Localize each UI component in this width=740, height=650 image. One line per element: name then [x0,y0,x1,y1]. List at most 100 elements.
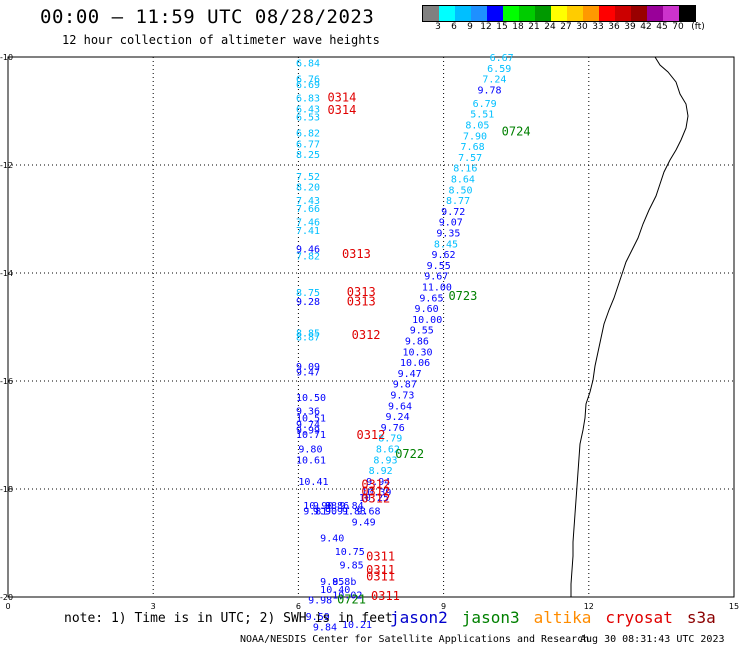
pass-label: 0724 [502,125,531,139]
legend-swatch [647,6,663,21]
x-tick-label: 9 [441,602,446,611]
wave-height-value: 8.85 [296,328,320,339]
wave-height-value: 9.8b [332,577,356,588]
legend-tick-label: 27 [560,22,572,32]
wave-height-value: 8.93 [373,455,397,466]
satellite-name-s3a: s3a [686,608,716,627]
color-legend [422,5,696,22]
wave-height-value: 7.57 [458,153,482,164]
legend-swatch [439,6,455,21]
wave-height-value: 10.51 [296,414,326,425]
wave-height-value: 9.88 [313,501,337,512]
wave-height-value: 10.00 [412,315,442,326]
wave-height-value: 9.73 [390,391,414,402]
pass-label: 0723 [448,289,477,303]
wave-height-value: 8.16 [453,164,477,175]
y-tick-label: -12 [0,161,13,170]
wave-height-value: 6.83 [296,94,320,105]
legend-tick-label: 36 [608,22,620,32]
wave-height-value: 9.36 [296,407,320,418]
wave-height-value: 9.59 [306,612,330,623]
wave-height-value: 8.87 [296,333,320,344]
wave-height-value: 9.62 [432,250,456,261]
wave-height-value: 6.76 [296,75,320,86]
wave-height-value: 9.94 [366,477,390,488]
legend-tick-label: 6 [451,22,457,32]
wave-height-value: 9.81 [303,507,327,518]
y-tick-label: -20 [0,593,13,602]
legend-swatch [599,6,615,21]
wave-height-value: 6.84 [296,58,320,69]
legend-tick-label: 9 [467,22,473,32]
legend-tick-label: 33 [592,22,604,32]
wave-height-value: 9.87 [393,380,417,391]
wave-height-value: 9.35 [436,229,460,240]
x-tick-label: 0 [5,602,10,611]
wave-height-value: 9.90 [313,507,337,518]
wave-height-value: 9.55 [427,261,451,272]
wave-height-value: 10.25 [359,493,389,504]
wave-height-value: 9.72 [441,207,465,218]
legend-unit-label: (ft) [691,22,705,32]
wave-height-value: 9.60 [415,304,439,315]
wave-height-value: 7.66 [296,204,320,215]
wave-height-value: 10.61 [296,455,326,466]
pass-label: 0312 [352,328,381,342]
wave-height-value: 10.90 [303,501,333,512]
wave-height-value: 9.85 [320,577,344,588]
credit-line: NOAA/NESDIS Center for Satellite Applica… [240,634,590,645]
wave-height-value: 10.50 [296,393,326,404]
wave-height-value: 8.05 [465,121,489,132]
wave-height-value: 9.55 [410,326,434,337]
legend-swatch [423,6,439,21]
wave-height-value: 7.41 [296,226,320,237]
wave-height-value: 9.85 [340,561,364,572]
wave-height-value: 10.75 [335,547,365,558]
wave-height-value: 9.74 [296,420,320,431]
wave-height-value: 7.52 [296,172,320,183]
wave-height-value: 7.43 [296,196,320,207]
legend-tick-label: 12 [480,22,492,32]
wave-height-value: 6.43 [296,104,320,115]
wave-height-value: 10.21 [342,620,372,631]
pass-label: 0313 [342,247,371,261]
legend-swatch [663,6,679,21]
pass-label: 0311 [366,563,395,577]
wave-height-value: 10.30 [402,347,432,358]
pass-label: 0311 [366,569,395,583]
wave-height-value: 8.64 [451,175,475,186]
legend-swatch [631,6,647,21]
wave-height-value: 8.75 [296,288,320,299]
graticule [8,57,734,597]
wave-height-value: 9.86 [405,337,429,348]
wave-height-value: 10.40 [320,585,350,596]
y-tick-label: -16 [0,377,13,386]
wave-height-value: 7.90 [463,131,487,142]
pass-label: 0312 [361,478,390,492]
satellite-name-jason2: jason2 [390,608,448,627]
pass-label: 0311 [371,589,400,603]
legend-tick-label: 45 [656,22,668,32]
wave-height-value: 9.67 [424,272,448,283]
wave-height-value: 9.07 [439,218,463,229]
map-frame [7,56,735,598]
wave-height-value: 9.28 [296,297,320,308]
wave-height-value: 9.47 [398,369,422,380]
legend-tick-label: 24 [544,22,556,32]
wave-height-value: 9.78 [477,85,501,96]
wave-height-value: 9.84 [313,623,337,634]
wave-height-value: 5.51 [470,110,494,121]
wave-height-value: 6.77 [296,139,320,150]
legend-tick-label: 39 [624,22,636,32]
legend-swatch [551,6,567,21]
page-subtitle: 12 hour collection of altimeter wave hei… [62,33,380,47]
legend-tick-label: 3 [435,22,441,32]
wave-height-value: 10.02 [332,590,362,601]
legend-tick-label: 30 [576,22,588,32]
wave-height-value: 8.79 [378,434,402,445]
wave-height-value: 9.46 [296,245,320,256]
wave-height-value: 9.64 [388,401,412,412]
wave-height-observations: 6.676.597.249.78 6.795.518.057.907.687.57… [296,53,514,634]
legend-swatch [455,6,471,21]
wave-height-value: 6.67 [490,53,514,64]
